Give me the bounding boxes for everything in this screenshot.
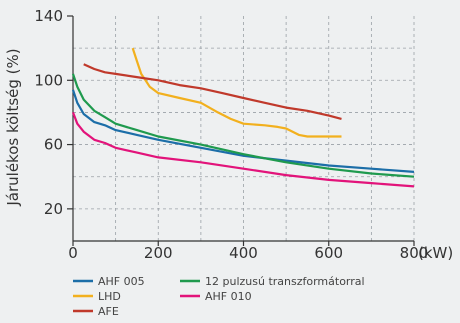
legend-label: LHD [98,290,121,303]
legend-label: AHF 005 [98,275,145,288]
x-tick-label: 600 [314,244,343,262]
series-line-12-pulzus-transzform-torral [71,73,415,178]
y-tick-label: 20 [44,200,63,218]
x-tick-label: 800 [400,244,429,262]
x-tick-label: 200 [144,244,173,262]
y-tick-label: 60 [44,136,63,154]
legend-label: AFE [98,305,119,318]
legend-label: AHF 010 [205,290,252,303]
legend: AHF 005 12 pulzusú transzformátorral LHD AH… [73,275,365,318]
x-axis-unit: (kW) [418,244,453,262]
y-tick-label: 140 [34,7,63,25]
legend-label: 12 pulzusú transzformátorral [205,275,365,288]
series-layer [71,47,415,188]
y-tick-label: 100 [34,71,63,89]
x-tick-label: 400 [229,244,258,262]
series-line-afe [83,63,342,120]
y-axis-label: Járulékos költség (%) [4,48,22,206]
grid-lines [73,16,415,241]
x-tick-labels: 0 200 400 600 800 [68,244,428,262]
series-line-ahf-010 [71,112,415,188]
x-tick-label: 0 [68,244,78,262]
y-tick-labels: 20 60 100 140 [34,7,63,218]
axes [67,15,415,246]
series-line-ahf-005 [71,89,415,173]
series-line-lhd [131,47,342,138]
